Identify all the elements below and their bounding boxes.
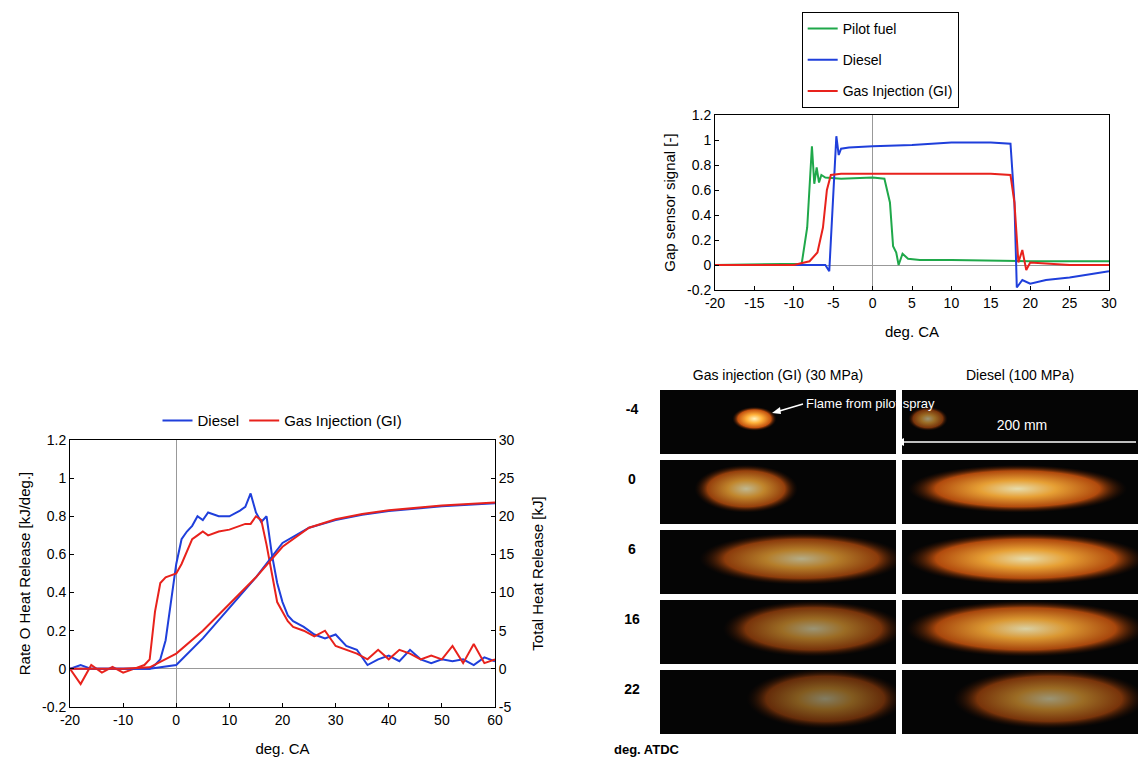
svg-text:10: 10 (222, 712, 238, 728)
svg-text:-4: -4 (626, 401, 639, 417)
svg-text:20: 20 (275, 712, 291, 728)
svg-text:15: 15 (983, 295, 999, 311)
svg-text:25: 25 (1062, 295, 1078, 311)
svg-text:-15: -15 (744, 295, 764, 311)
svg-text:60: 60 (487, 712, 503, 728)
svg-text:1.2: 1.2 (47, 432, 67, 448)
svg-text:Total Heat Release [kJ]: Total Heat Release [kJ] (529, 496, 546, 650)
svg-text:30: 30 (1101, 295, 1117, 311)
svg-text:-0.2: -0.2 (42, 699, 66, 715)
svg-text:Rate O Heat Release [kJ/deg.]: Rate O Heat Release [kJ/deg.] (16, 472, 33, 675)
svg-text:0.8: 0.8 (692, 157, 712, 173)
svg-text:-20: -20 (705, 295, 725, 311)
svg-text:0: 0 (499, 661, 507, 677)
svg-text:deg. CA: deg. CA (885, 323, 939, 340)
svg-text:6: 6 (628, 541, 636, 557)
svg-text:Pilot fuel: Pilot fuel (843, 21, 897, 37)
svg-text:-10: -10 (113, 712, 133, 728)
svg-text:16: 16 (624, 611, 640, 627)
svg-text:10: 10 (499, 584, 515, 600)
svg-text:Gas Injection (GI): Gas Injection (GI) (284, 412, 402, 429)
svg-text:Gap sensor signal [-]: Gap sensor signal [-] (661, 133, 678, 271)
svg-text:5: 5 (908, 295, 916, 311)
svg-text:0: 0 (869, 295, 877, 311)
svg-text:1: 1 (58, 470, 66, 486)
svg-text:40: 40 (381, 712, 397, 728)
svg-text:30: 30 (499, 432, 515, 448)
svg-text:Diesel: Diesel (843, 52, 882, 68)
svg-text:Flame from pilot spray: Flame from pilot spray (806, 396, 935, 411)
svg-text:-20: -20 (60, 712, 80, 728)
svg-text:-5: -5 (827, 295, 840, 311)
svg-text:200 mm: 200 mm (997, 417, 1048, 433)
svg-text:-5: -5 (499, 699, 512, 715)
svg-text:0.6: 0.6 (47, 546, 67, 562)
svg-text:0.6: 0.6 (692, 182, 712, 198)
svg-text:1.2: 1.2 (692, 107, 712, 123)
svg-text:5: 5 (499, 623, 507, 639)
svg-text:0.2: 0.2 (47, 623, 67, 639)
svg-text:deg. ATDC: deg. ATDC (614, 742, 680, 757)
svg-text:Gas Injection (GI): Gas Injection (GI) (843, 83, 953, 99)
svg-text:Diesel (100 MPa): Diesel (100 MPa) (966, 367, 1074, 383)
svg-text:50: 50 (434, 712, 450, 728)
svg-text:20: 20 (499, 508, 515, 524)
svg-text:15: 15 (499, 546, 515, 562)
svg-text:0: 0 (172, 712, 180, 728)
svg-text:0.8: 0.8 (47, 508, 67, 524)
svg-text:0: 0 (628, 471, 636, 487)
svg-text:0.4: 0.4 (47, 584, 67, 600)
svg-text:20: 20 (1022, 295, 1038, 311)
svg-text:0.2: 0.2 (692, 232, 712, 248)
svg-text:-10: -10 (784, 295, 804, 311)
svg-text:-0.2: -0.2 (687, 282, 711, 298)
svg-text:25: 25 (499, 470, 515, 486)
svg-text:Diesel: Diesel (198, 412, 240, 429)
svg-text:0: 0 (58, 661, 66, 677)
svg-text:10: 10 (944, 295, 960, 311)
svg-text:22: 22 (624, 681, 640, 697)
svg-text:Gas injection (GI) (30 MPa): Gas injection (GI) (30 MPa) (693, 367, 863, 383)
svg-text:deg. CA: deg. CA (255, 740, 309, 757)
svg-text:0.4: 0.4 (692, 207, 712, 223)
svg-text:1: 1 (703, 132, 711, 148)
svg-text:0: 0 (703, 257, 711, 273)
svg-text:30: 30 (328, 712, 344, 728)
